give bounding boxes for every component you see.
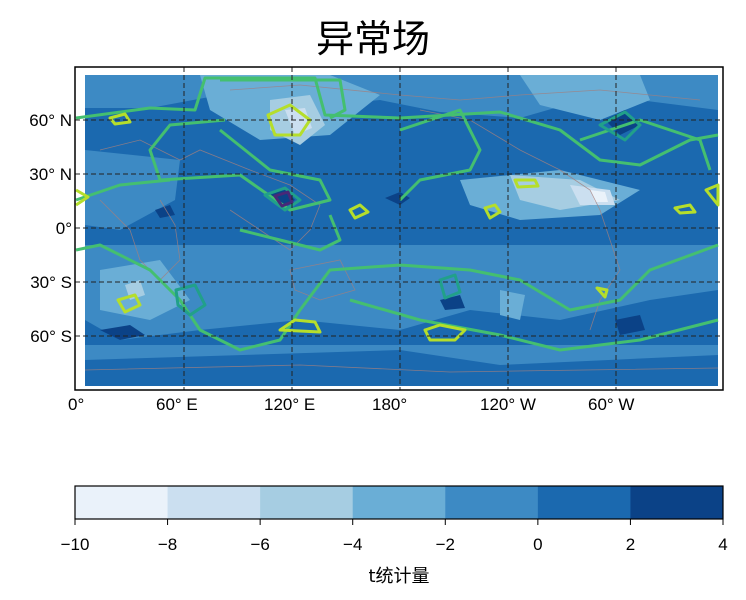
contour-line bbox=[75, 178, 171, 202]
contour-line bbox=[266, 103, 312, 137]
chart-title: 异常场 bbox=[315, 17, 430, 61]
colorbar-tick-label: −8 bbox=[158, 535, 177, 554]
coastline bbox=[589, 209, 621, 331]
contour-fill-region bbox=[85, 350, 718, 386]
contour-line bbox=[75, 188, 90, 207]
y-tick-labels: 60° N 30° N 0° 30° S 60° S bbox=[29, 111, 72, 346]
colorbar-swatch bbox=[630, 486, 724, 519]
colorbar-swatch bbox=[167, 486, 261, 519]
contour-line bbox=[483, 203, 502, 220]
contour-line bbox=[438, 273, 462, 300]
contour-line bbox=[239, 214, 342, 252]
coastline bbox=[85, 364, 718, 373]
colorbar-tick-label: −4 bbox=[343, 535, 362, 554]
y-tick-label: 30° N bbox=[29, 165, 72, 184]
contour-line bbox=[75, 243, 719, 352]
gridlines bbox=[75, 67, 723, 390]
contour-line bbox=[348, 203, 370, 220]
y-tick-label: 60° N bbox=[29, 111, 72, 130]
colorbar: −10 −8 −6 −4 −2 0 2 4 bbox=[61, 485, 728, 554]
y-tick-label: 0° bbox=[56, 219, 72, 238]
x-tick-label: 60° E bbox=[156, 395, 198, 414]
colorbar-swatch bbox=[445, 486, 539, 519]
coastline bbox=[419, 109, 601, 211]
y-tick-label: 60° S bbox=[30, 327, 72, 346]
coastlines bbox=[85, 84, 718, 373]
colorbar-swatch bbox=[75, 486, 169, 519]
contour-line bbox=[598, 110, 642, 142]
contour-fill-region bbox=[615, 315, 645, 335]
contour-fill-region bbox=[155, 205, 175, 218]
colorbar-swatch bbox=[352, 486, 446, 519]
colorbar-frame bbox=[74, 485, 724, 520]
contour-line bbox=[220, 78, 347, 120]
contour-line bbox=[349, 298, 719, 352]
contour-line bbox=[398, 108, 482, 202]
contour-line bbox=[263, 186, 302, 212]
x-tick-labels: 0° 60° E 120° E 180° 120° W 60° W bbox=[68, 395, 634, 414]
contour-fill-region bbox=[500, 290, 525, 320]
contour-line bbox=[673, 203, 697, 215]
colorbar-tick-label: 4 bbox=[718, 535, 727, 554]
colorbar-tick-label: −2 bbox=[436, 535, 455, 554]
contour-line bbox=[116, 293, 142, 314]
contour-line bbox=[278, 318, 322, 334]
contour-fill-region bbox=[85, 245, 718, 340]
coastline bbox=[99, 139, 321, 251]
contour-line bbox=[148, 118, 332, 212]
colorbar-tick-label: −10 bbox=[61, 535, 90, 554]
map-frame bbox=[74, 66, 724, 391]
contour-line bbox=[273, 190, 294, 208]
x-tick-label: 60° W bbox=[588, 395, 634, 414]
colorbar-tick-label: 2 bbox=[626, 535, 635, 554]
colorbar-tick-label: −6 bbox=[250, 535, 269, 554]
y-tick-label: 30° S bbox=[30, 273, 72, 292]
contour-fills bbox=[85, 75, 718, 386]
coastline bbox=[229, 84, 701, 101]
contour-line bbox=[108, 112, 132, 126]
colorbar-swatch bbox=[537, 486, 631, 519]
contour-line bbox=[174, 283, 207, 317]
x-tick-label: 0° bbox=[68, 395, 84, 414]
colorbar-swatch bbox=[260, 486, 354, 519]
colorbar-tick-label: 0 bbox=[533, 535, 542, 554]
contour-line bbox=[423, 323, 467, 342]
contour-line bbox=[595, 286, 609, 299]
contour-fill-region bbox=[520, 75, 650, 120]
x-tick-label: 180° bbox=[372, 395, 407, 414]
contour-line bbox=[513, 178, 540, 189]
colorbar-label: t统计量 bbox=[368, 566, 429, 587]
x-tick-label: 120° E bbox=[264, 395, 315, 414]
x-tick-label: 120° W bbox=[480, 395, 536, 414]
coastline bbox=[289, 259, 356, 301]
contour-line bbox=[704, 183, 720, 207]
